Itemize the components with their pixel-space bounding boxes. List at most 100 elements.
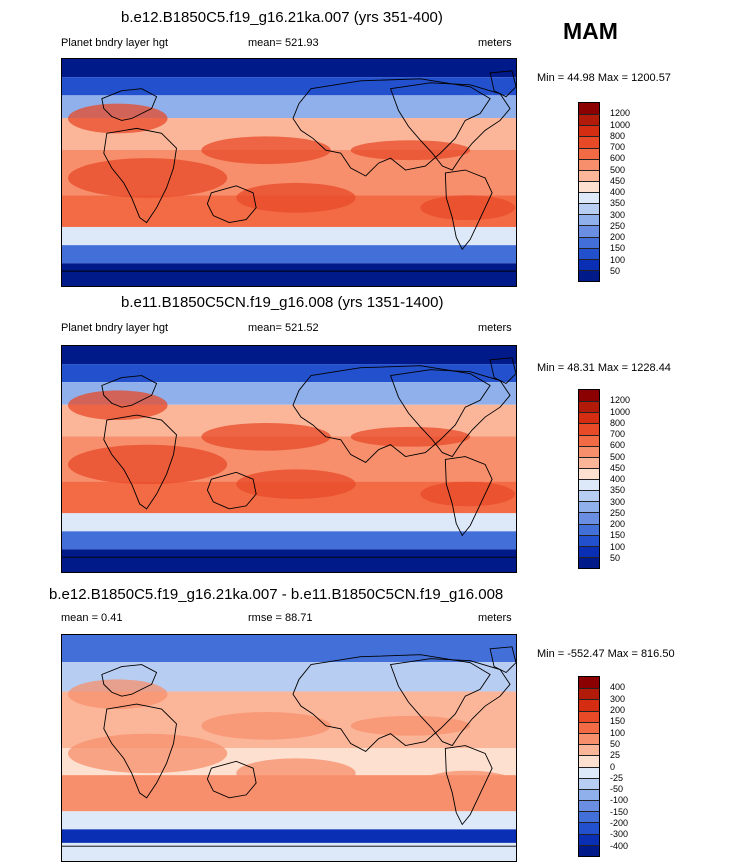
colorbar-swatch (579, 721, 599, 733)
colorbar-label: 0 (610, 761, 616, 772)
south-america-outline (444, 456, 493, 537)
colorbar-swatch (579, 423, 599, 435)
colorbar-swatch (579, 103, 599, 115)
latitude-band (62, 829, 516, 843)
colorbar-swatch (579, 699, 599, 711)
colorbar-label: -200 (610, 818, 629, 829)
latitude-band (62, 635, 516, 663)
panel-3-colorbar (578, 676, 600, 857)
colorbar-swatch (579, 811, 599, 823)
latitude-band (62, 842, 516, 861)
field-patch (67, 158, 228, 198)
colorbar-label: 300 (610, 693, 626, 704)
colorbar-swatch (579, 479, 599, 491)
panel-1-colorbar (578, 102, 600, 282)
colorbar-swatch (579, 545, 599, 557)
field-patch (201, 711, 331, 740)
panel-1-variable-label: Planet bndry layer hgt (61, 37, 169, 49)
colorbar-swatch (579, 744, 599, 756)
colorbar-swatch (579, 136, 599, 148)
colorbar-swatch (579, 401, 599, 413)
colorbar-label: 150 (610, 716, 626, 727)
colorbar-label: 800 (610, 130, 626, 141)
latitude-band (62, 811, 516, 830)
colorbar-label: 450 (610, 462, 626, 473)
colorbar-swatch (579, 225, 599, 237)
panel-2-title: b.e11.B1850C5CN.f19_g16.008 (yrs 1351-14… (121, 294, 444, 311)
africa-outline (103, 414, 177, 510)
colorbar-label: 25 (610, 750, 621, 761)
latitude-band (62, 531, 516, 550)
field-patch (67, 444, 228, 485)
colorbar-label: -100 (610, 795, 629, 806)
europe-outline (101, 375, 158, 408)
south-america-outline (444, 745, 493, 826)
latitude-band (62, 513, 516, 532)
colorbar-label: 700 (610, 142, 626, 152)
latitude-band (62, 95, 516, 119)
colorbar-swatch (579, 788, 599, 801)
colorbar-swatch (579, 214, 599, 226)
latitude-band (62, 77, 516, 96)
colorbar-swatch (579, 777, 599, 789)
colorbar-swatch (579, 467, 599, 479)
eurasia-outline (292, 78, 491, 177)
colorbar-label: 1000 (610, 119, 631, 130)
panel-2-mean: mean= 521.52 (248, 322, 319, 334)
colorbar-label: 450 (610, 175, 626, 186)
colorbar-swatch (579, 710, 599, 722)
panel-2-variable-label: Planet bndry layer hgt (61, 322, 169, 334)
field-patch (350, 715, 471, 736)
colorbar-swatch (579, 490, 599, 502)
colorbar-label: 50 (610, 738, 621, 749)
australia-outline (206, 760, 257, 799)
panel-2-map (61, 345, 517, 573)
colorbar-swatch (579, 158, 599, 170)
colorbar-label: 100 (610, 727, 626, 738)
colorbar-swatch (579, 688, 599, 700)
colorbar-label: 150 (610, 530, 626, 541)
australia-outline (206, 185, 257, 224)
colorbar-label: 300 (610, 209, 626, 220)
colorbar-swatch (579, 766, 599, 778)
africa-outline (103, 703, 177, 799)
panel-3-map-svg (62, 635, 516, 861)
colorbar-label: 1000 (610, 406, 631, 417)
colorbar-label: -300 (610, 829, 629, 840)
panel-1-mean: mean= 521.93 (248, 37, 319, 49)
colorbar-swatch (579, 523, 599, 535)
latitude-band (62, 263, 516, 286)
colorbar-label: 200 (610, 232, 626, 242)
field-patch (420, 770, 516, 796)
panel-3-minmax: Min = -552.47 Max = 816.50 (537, 648, 675, 660)
greenland-outline (489, 646, 516, 674)
colorbar-label: 250 (610, 507, 626, 518)
latitude-band (62, 382, 516, 405)
colorbar-label: 50 (610, 265, 621, 276)
colorbar-label: 1200 (610, 108, 631, 119)
colorbar-label: 200 (610, 519, 626, 529)
field-patch (350, 426, 471, 447)
greenland-outline (489, 70, 516, 98)
north-america-outline (389, 658, 511, 747)
colorbar-label: -150 (610, 806, 629, 817)
colorbar-label: 250 (610, 220, 626, 231)
field-patch (236, 469, 356, 499)
panel-1-minmax: Min = 44.98 Max = 1200.57 (537, 72, 671, 84)
field-patch (420, 195, 516, 221)
north-america-outline (389, 82, 511, 171)
latitude-band (62, 549, 516, 572)
panel-3-units: meters (478, 612, 512, 624)
colorbar-swatch (579, 800, 599, 812)
colorbar-label: 200 (610, 704, 626, 715)
colorbar-label: 400 (610, 187, 626, 197)
colorbar-label: 50 (610, 552, 621, 563)
field-patch (236, 182, 356, 213)
colorbar-label: 500 (610, 164, 626, 175)
greenland-outline (489, 357, 516, 385)
panel-1-map (61, 58, 517, 287)
colorbar-label: 600 (610, 153, 626, 164)
australia-outline (206, 471, 257, 510)
colorbar-swatch (579, 501, 599, 513)
colorbar-swatch (579, 844, 599, 856)
